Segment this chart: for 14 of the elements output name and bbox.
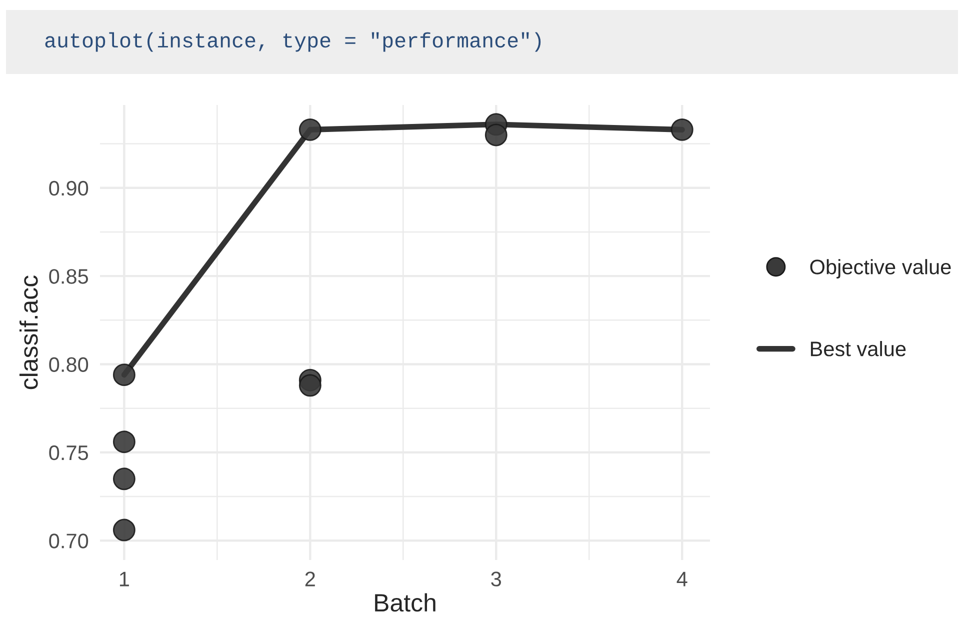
y-tick-label: 0.90 [49,180,88,196]
x-axis-title: Batch [375,593,436,612]
legend-label: Objective value [810,259,951,278]
y-tick-label: 0.80 [49,357,88,372]
y-tick-label: 0.70 [49,534,88,548]
legend-label: Best value [810,341,906,356]
y-axis-title: classif.acc [19,276,38,390]
x-tick-label: 1 [120,572,129,586]
text: autoplot(instance, type = "performance") [45,32,541,52]
x-tick-label: 2 [305,572,315,586]
x-tick-label: 4 [676,572,688,586]
x-tick-label: 3 [491,572,502,586]
y-tick-label: 0.85 [49,269,88,284]
y-tick-label: 0.75 [49,445,88,460]
